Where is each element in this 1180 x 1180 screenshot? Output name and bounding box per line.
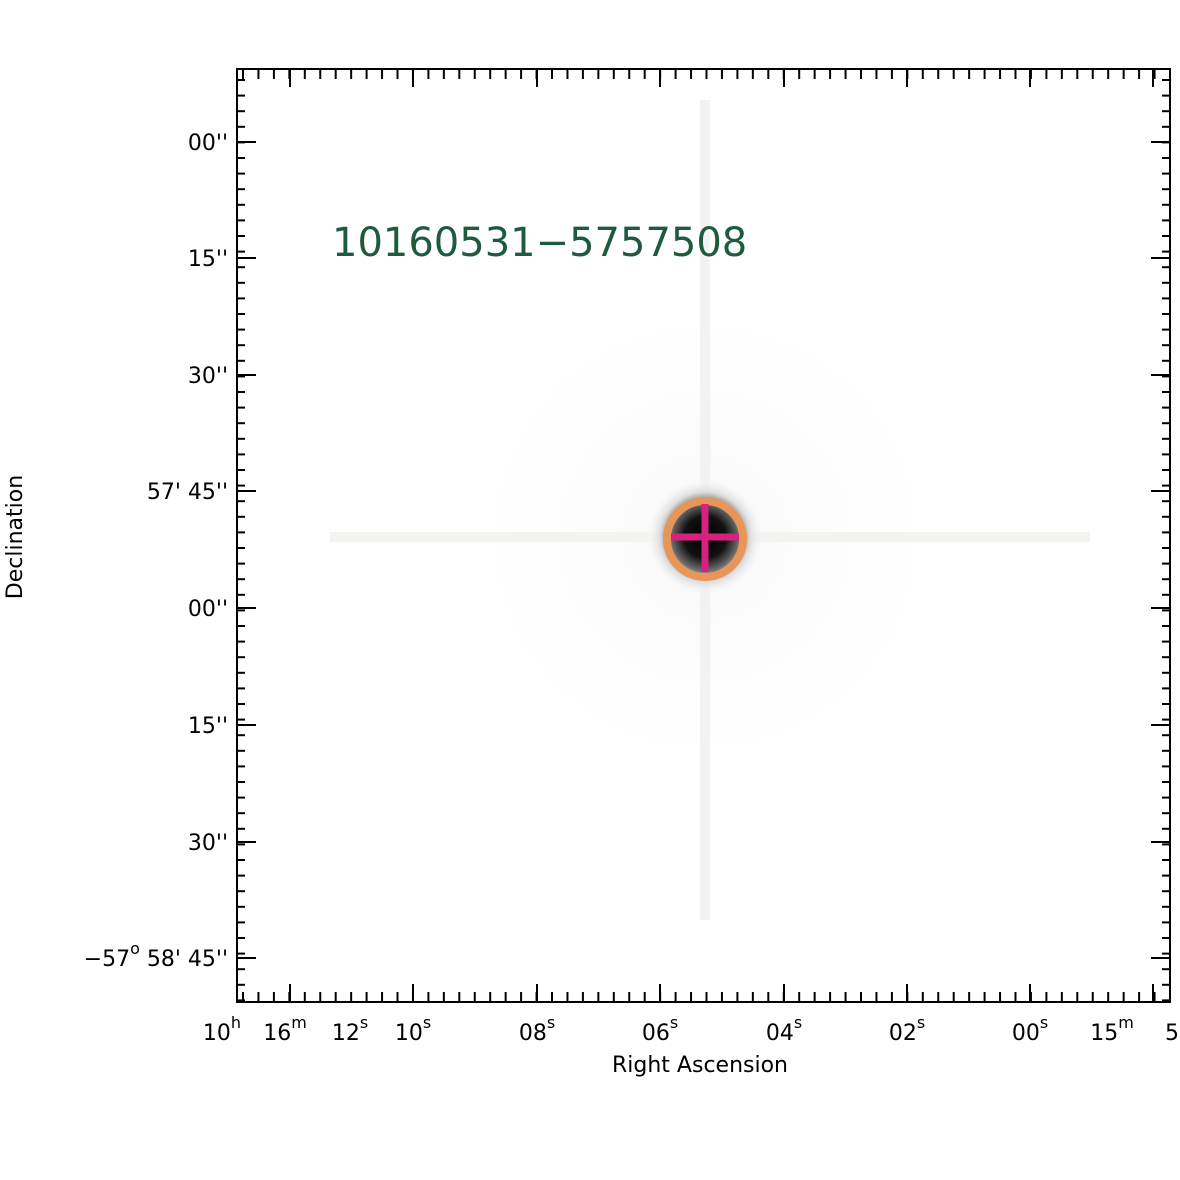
tick-text: 02 (889, 1021, 917, 1046)
x-axis-label: Right Ascension (612, 1053, 788, 1078)
y-tick-label: 15'' (188, 247, 228, 272)
tick-text: 12 (332, 1021, 360, 1046)
tick-text: 10 (395, 1021, 423, 1046)
x-tick-label: 12s (332, 1013, 368, 1046)
tick-sup: s (360, 1013, 368, 1032)
tick-sup: m (1118, 1013, 1134, 1032)
tick-text: 08 (519, 1021, 547, 1046)
tick-text: 00'' (188, 131, 228, 156)
tick-text: 06 (642, 1021, 670, 1046)
tick-sup: s (794, 1013, 802, 1032)
tick-text: 30'' (188, 364, 228, 389)
tick-text: 58' 45'' (140, 947, 228, 972)
tick-text: 15 (1090, 1021, 1118, 1046)
tick-text: −57 (84, 947, 130, 972)
y-tick-label: 57' 45'' (147, 480, 228, 505)
x-tick-label: 08s (519, 1013, 555, 1046)
y-tick-label: 30'' (188, 364, 228, 389)
y-tick-label: −57o​ 58' 45'' (84, 939, 228, 972)
tick-text: 00'' (188, 597, 228, 622)
ticks (237, 69, 1170, 1002)
source-cross (671, 504, 739, 572)
tick-text: 00 (1012, 1021, 1040, 1046)
y-axis-label: Declination (3, 475, 28, 599)
tick-sup: o (130, 939, 140, 958)
y-tick-label: 00'' (188, 131, 228, 156)
x-tick-label: 10s (395, 1013, 431, 1046)
tick-sup: s (547, 1013, 555, 1032)
tick-text: 04 (766, 1021, 794, 1046)
tick-sup: s (1040, 1013, 1048, 1032)
tick-sup: s (670, 1013, 678, 1032)
frame (236, 68, 1171, 1003)
x-tick-label: 04s (766, 1013, 802, 1046)
tick-text: 16 (263, 1021, 291, 1046)
tick-text: 15'' (188, 247, 228, 272)
tick-sup: m (291, 1013, 307, 1032)
tick-sup: s (423, 1013, 431, 1032)
tick-text: 10 (203, 1021, 231, 1046)
tick-text: 5 (1165, 1021, 1179, 1046)
source-circle (663, 497, 747, 581)
y-tick-label: 15'' (188, 714, 228, 739)
tick-sup: h (231, 1013, 241, 1032)
x-tick-label: 06s (642, 1013, 678, 1046)
y-tick-label: 30'' (188, 831, 228, 856)
tick-text: 30'' (188, 831, 228, 856)
x-tick-label: 5 (1165, 1021, 1179, 1046)
source-label: 10160531−5757508 (332, 220, 747, 266)
tick-text: 15'' (188, 714, 228, 739)
x-tick-label: 15m (1090, 1013, 1134, 1046)
x-tick-label: 02s (889, 1013, 925, 1046)
x-tick-label: 00s (1012, 1013, 1048, 1046)
x-tick-label: 16m (263, 1013, 307, 1046)
tick-sup: s (917, 1013, 925, 1032)
y-tick-label: 00'' (188, 597, 228, 622)
tick-text: 57' 45'' (147, 480, 228, 505)
x-tick-label: 10h (203, 1013, 241, 1046)
